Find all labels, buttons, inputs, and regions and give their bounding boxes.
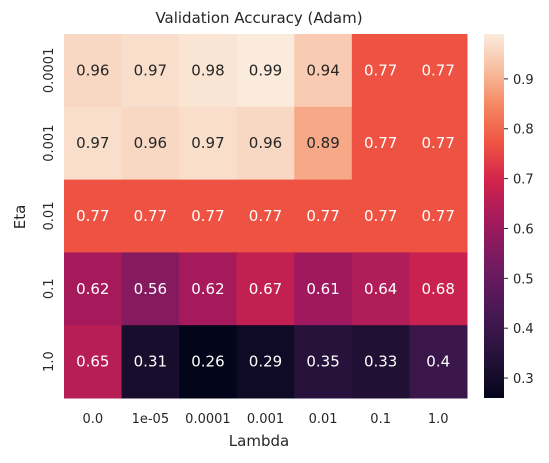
cell-value-label: 0.94 [306,61,339,79]
y-tick-label: 0.001 [42,125,57,162]
heatmap-cell [121,179,180,253]
heatmap-cell [121,325,180,399]
x-tick-label: 0.01 [309,412,338,427]
x-tick-label: 0.1 [370,412,391,427]
cell-value-label: 0.96 [249,134,282,152]
heatmap-cell [64,252,123,326]
y-tick-label: 0.0001 [42,48,57,94]
x-axis-tick-labels: 0.0 1e-05 0.0001 0.001 0.01 0.1 1.0 [82,412,448,427]
cell-value-label: 0.77 [364,207,397,225]
cell-value-label: 0.68 [422,280,455,298]
heatmap-cell [236,179,295,253]
cell-value-label: 0.96 [76,61,109,79]
x-tick-label: 1.0 [428,412,449,427]
heatmap-cell [294,325,353,399]
heatmap-cell [236,252,295,326]
heatmap-cell [179,325,238,399]
heatmap-cell [236,34,295,108]
cell-value-label: 0.29 [249,353,282,371]
cell-value-label: 0.64 [364,280,397,298]
colorbar: 0.3 0.4 0.5 0.6 0.7 0.8 0.9 [484,34,534,398]
cell-value-label: 0.97 [191,134,224,152]
x-axis-label: Lambda [229,432,289,450]
cell-value-label: 0.77 [422,61,455,79]
colorbar-tick-label: 0.7 [513,173,534,188]
cell-value-label: 0.77 [364,61,397,79]
colorbar-tick-label: 0.3 [513,372,534,387]
heatmap-cell [409,252,468,326]
heatmap-cell [351,34,410,108]
cell-value-label: 0.98 [191,61,224,79]
cell-value-label: 0.31 [134,353,167,371]
cell-value-label: 0.56 [134,280,167,298]
heatmap-cell [409,34,468,108]
heatmap-cell [409,325,468,399]
colorbar-gradient [484,34,504,398]
heatmap-cell [294,106,353,181]
heatmap-cell [294,252,353,326]
heatmap-cell [179,106,238,181]
heatmap-cell [64,325,123,399]
heatmap-cell [121,252,180,326]
heatmap-cell [236,106,295,181]
heatmap-cell [294,179,353,253]
heatmap-cell [179,34,238,108]
cell-value-label: 0.65 [76,353,109,371]
cell-value-label: 0.67 [249,280,282,298]
heatmap-cell [351,106,410,181]
cell-value-label: 0.77 [191,207,224,225]
heatmap-cell [351,252,410,326]
x-tick-label: 0.001 [247,412,284,427]
chart-title: Validation Accuracy (Adam) [155,9,362,27]
x-tick-label: 0.0001 [185,412,231,427]
heatmap-cell [64,179,123,253]
heatmap-cell [179,179,238,253]
cell-value-label: 0.77 [364,134,397,152]
cell-value-label: 0.33 [364,353,397,371]
cell-value-label: 0.99 [249,61,282,79]
x-tick-label: 1e-05 [132,412,170,427]
heatmap-cell [121,34,180,108]
heatmap-cell [294,34,353,108]
cell-value-label: 0.77 [249,207,282,225]
cell-value-label: 0.77 [76,207,109,225]
cell-value-label: 0.77 [422,134,455,152]
heatmap-cell [179,252,238,326]
cell-value-label: 0.77 [422,207,455,225]
cell-value-label: 0.62 [191,280,224,298]
colorbar-tick-label: 0.8 [513,123,534,138]
heatmap-cell [236,325,295,399]
y-tick-label: 0.01 [42,202,57,231]
heatmap-cell [351,325,410,399]
heatmap-cells: 0.96 0.97 0.98 0.99 0.94 0.77 0.77 0.97 0.96 0.97… [64,34,468,399]
y-tick-label: 1.0 [42,351,57,372]
cell-value-label: 0.77 [306,207,339,225]
cell-value-label: 0.62 [76,280,109,298]
y-axis-tick-labels: 0.0001 0.001 0.01 0.1 1.0 [42,48,57,372]
y-tick-label: 0.1 [42,278,57,299]
cell-value-label: 0.89 [306,134,339,152]
heatmap-cell [121,106,180,181]
cell-value-label: 0.77 [134,207,167,225]
colorbar-tick-label: 0.4 [513,322,534,337]
cell-value-label: 0.26 [191,353,224,371]
colorbar-tick-label: 0.5 [513,272,534,287]
cell-value-label: 0.4 [426,353,450,371]
cell-value-label: 0.97 [76,134,109,152]
heatmap-cell [64,106,123,181]
heatmap-cell [64,34,123,108]
heatmap-cell [409,106,468,181]
cell-value-label: 0.97 [134,61,167,79]
x-tick-label: 0.0 [82,412,103,427]
heatmap-cell [351,179,410,253]
colorbar-tick-label: 0.9 [513,73,534,88]
heatmap-cell [409,179,468,253]
colorbar-tick-label: 0.6 [513,222,534,237]
cell-value-label: 0.35 [306,353,339,371]
cell-value-label: 0.96 [134,134,167,152]
cell-value-label: 0.61 [306,280,339,298]
y-axis-label: Eta [11,205,29,230]
